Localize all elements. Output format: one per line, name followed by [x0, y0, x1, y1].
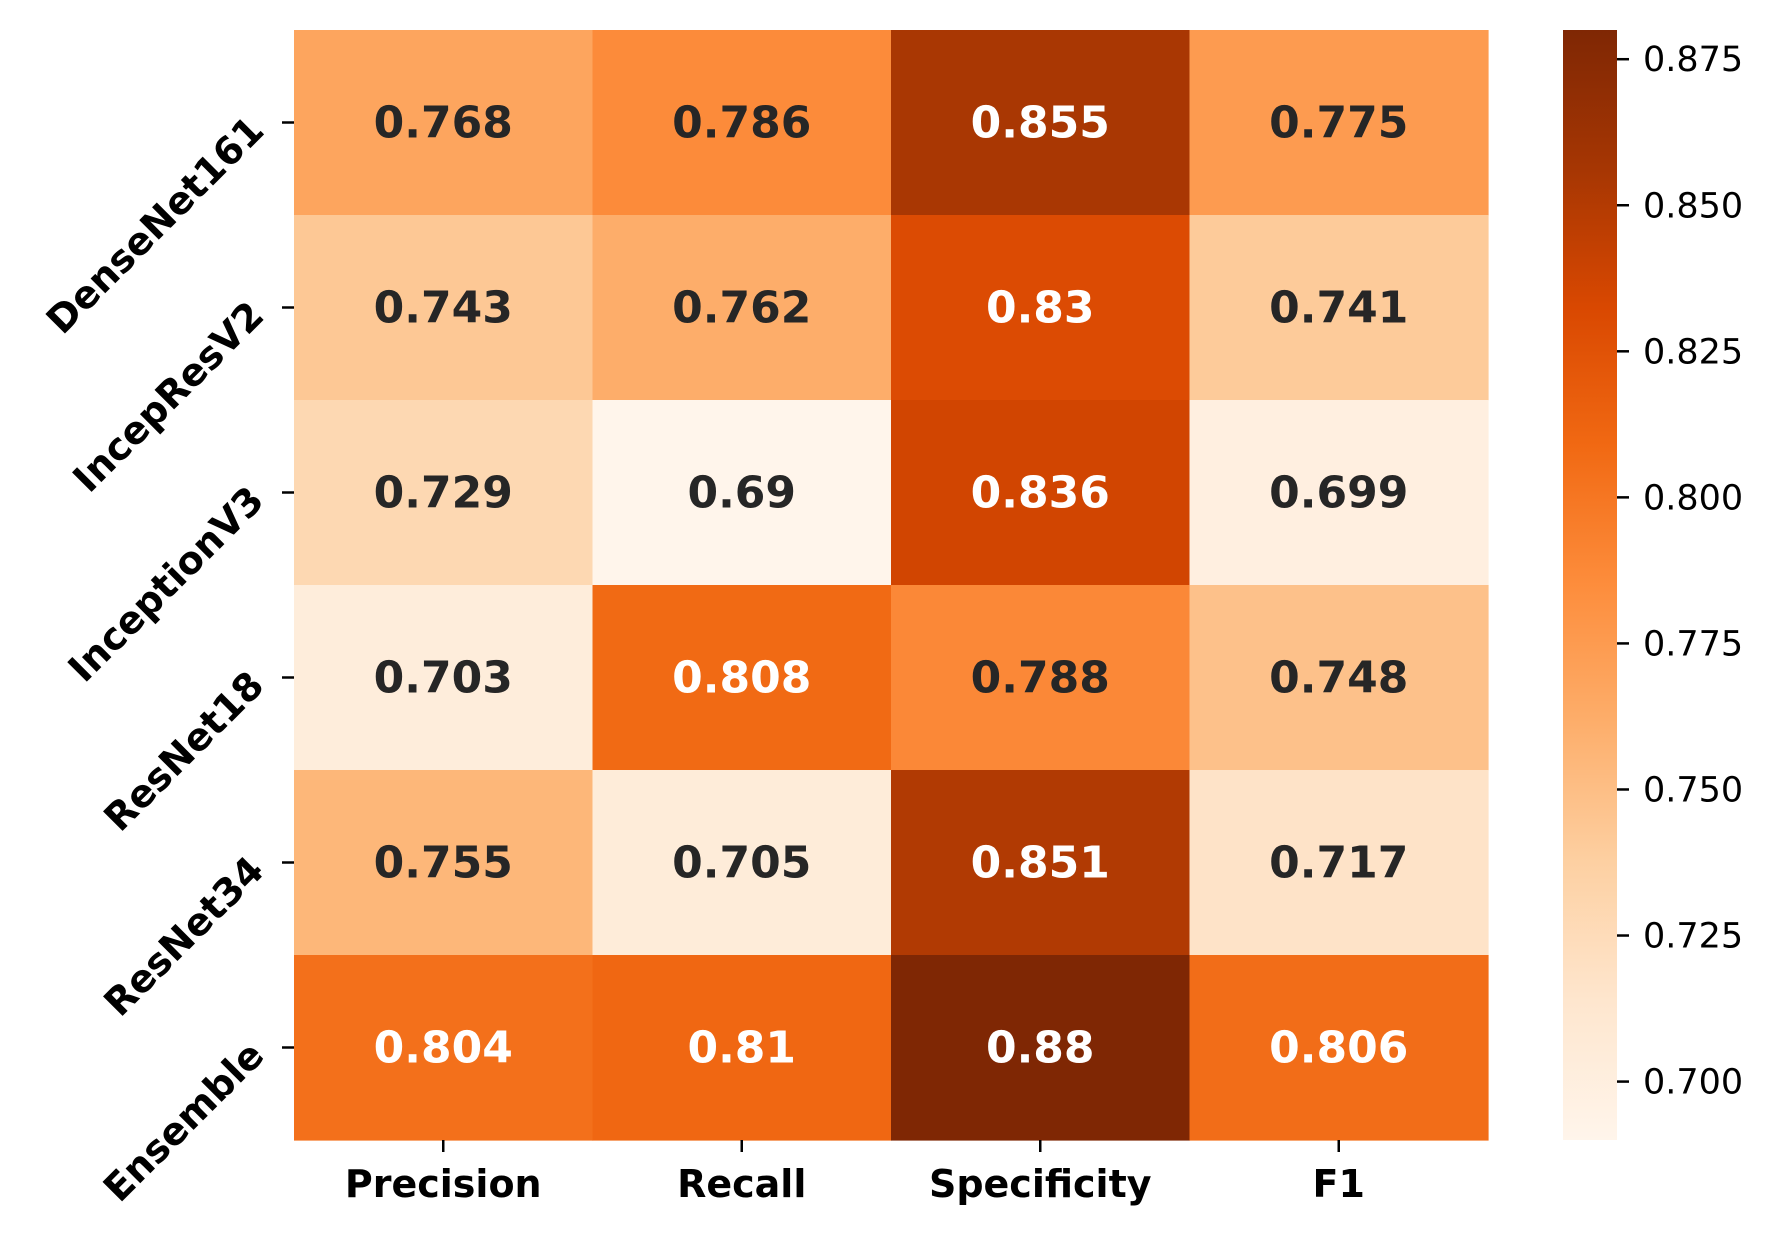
heatmap-cell-densenet161-recall: [592, 30, 892, 216]
x-tick-label-precision: Precision: [345, 1162, 542, 1206]
cell-value-label: 0.741: [1269, 283, 1408, 334]
cell-value-label: 0.81: [687, 1023, 796, 1074]
cell-value-label: 0.836: [971, 468, 1110, 519]
cell-value-label: 0.69: [687, 468, 796, 519]
cell-value-label: 0.806: [1269, 1023, 1408, 1074]
colorbar-tick-label: 0.775: [1643, 624, 1743, 664]
heatmap-cell-resnet34-recall: [592, 770, 892, 956]
heatmap-cells: [294, 30, 1489, 1141]
heatmap-cell-ensemble-specificity: [891, 955, 1191, 1141]
colorbar-tick-label: 0.800: [1643, 478, 1743, 518]
heatmap-cell-resnet18-f1: [1189, 585, 1489, 771]
cell-value-label: 0.748: [1269, 653, 1408, 704]
heatmap-cell-resnet18-precision: [294, 585, 594, 771]
heatmap-cell-incepresv2-f1: [1189, 215, 1489, 401]
cell-value-label: 0.83: [986, 283, 1095, 334]
heatmap-cell-ensemble-recall: [592, 955, 892, 1141]
heatmap-cell-densenet161-precision: [294, 30, 594, 216]
heatmap-cell-resnet34-f1: [1189, 770, 1489, 956]
heatmap-cell-incepresv2-precision: [294, 215, 594, 401]
colorbar-tick-label: 0.750: [1643, 770, 1743, 810]
cell-value-label: 0.705: [672, 838, 811, 889]
cell-value-label: 0.88: [986, 1023, 1095, 1074]
cell-value-label: 0.804: [374, 1023, 513, 1074]
cell-value-label: 0.699: [1269, 468, 1408, 519]
heatmap-cell-resnet18-specificity: [891, 585, 1191, 771]
cell-value-label: 0.729: [374, 468, 513, 519]
cell-value-label: 0.851: [971, 838, 1110, 889]
colorbar: 0.700 0.725 0.750 0.775 0.800 0.825 0.850 0.875: [1563, 30, 1743, 1140]
cell-value-label: 0.775: [1269, 98, 1408, 149]
y-tick-label-resnet34: ResNet34: [95, 848, 272, 1025]
x-tick-label-f1: F1: [1313, 1162, 1365, 1206]
colorbar-tick-label: 0.850: [1643, 186, 1743, 226]
colorbar-tick-label: 0.825: [1643, 332, 1743, 372]
y-tick-label-resnet18: ResNet18: [95, 663, 272, 840]
x-axis: Precision Recall Specificity F1: [345, 1140, 1365, 1206]
heatmap-cell-densenet161-f1: [1189, 30, 1489, 216]
cell-value-label: 0.755: [374, 838, 513, 889]
heatmap-cell-resnet34-specificity: [891, 770, 1191, 956]
cell-value-label: 0.786: [672, 98, 811, 149]
heatmap-cell-densenet161-specificity: [891, 30, 1191, 216]
y-tick-label-ensemble: Ensemble: [95, 1033, 272, 1210]
x-tick-label-recall: Recall: [677, 1162, 806, 1206]
cell-annotations: 0.768 0.786 0.855 0.775 0.743 0.762 0.83 0.741 0…: [374, 98, 1409, 1074]
cell-value-label: 0.788: [971, 653, 1110, 704]
heatmap-cell-resnet18-recall: [592, 585, 892, 771]
y-tick-label-inceptionv3: InceptionV3: [60, 478, 273, 691]
x-tick-label-specificity: Specificity: [929, 1162, 1152, 1206]
cell-value-label: 0.717: [1269, 838, 1408, 889]
colorbar-gradient: [1563, 30, 1617, 1140]
cell-value-label: 0.762: [672, 283, 811, 334]
y-axis: DenseNet161IncepResV2InceptionV3ResNet18…: [38, 108, 294, 1210]
heatmap-cell-inceptionv3-precision: [294, 400, 594, 586]
colorbar-tick-label: 0.875: [1643, 40, 1743, 80]
y-tick-label-incepresv2: IncepResV2: [64, 293, 272, 501]
heatmap-cell-inceptionv3-specificity: [891, 400, 1191, 586]
cell-value-label: 0.768: [374, 98, 513, 149]
heatmap-cell-ensemble-f1: [1189, 955, 1489, 1141]
cell-value-label: 0.703: [374, 653, 513, 704]
colorbar-tick-label: 0.700: [1643, 1063, 1743, 1103]
heatmap-cell-incepresv2-specificity: [891, 215, 1191, 401]
heatmap-cell-incepresv2-recall: [592, 215, 892, 401]
cell-value-label: 0.808: [672, 653, 811, 704]
heatmap-cell-inceptionv3-f1: [1189, 400, 1489, 586]
cell-value-label: 0.855: [971, 98, 1110, 149]
heatmap-cell-inceptionv3-recall: [592, 400, 892, 586]
colorbar-tick-label: 0.725: [1643, 917, 1743, 957]
heatmap-cell-resnet34-precision: [294, 770, 594, 956]
heatmap-cell-ensemble-precision: [294, 955, 594, 1141]
cell-value-label: 0.743: [374, 283, 513, 334]
